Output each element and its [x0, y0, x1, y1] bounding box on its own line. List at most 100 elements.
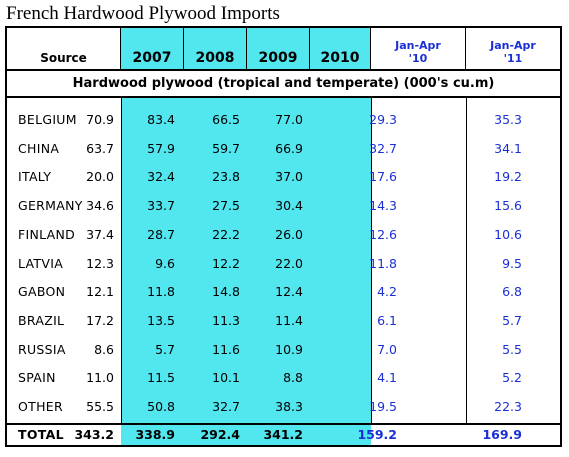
cell-2010: 8.8 [283, 370, 303, 386]
cell-2007: 8.6 [94, 341, 114, 357]
cell-jan-apr-11: 10.6 [494, 226, 522, 242]
cell-2008: 33.7 [147, 198, 175, 214]
table-row: GERMANY 34.6 33.7 27.5 30.4 14.3 15.6 [7, 192, 560, 220]
cell-2007: 12.1 [86, 284, 114, 300]
cell-2009: 12.2 [212, 255, 240, 271]
table-row: RUSSIA 8.6 5.7 11.6 10.9 7.0 5.5 [7, 336, 560, 364]
cell-2010: 26.0 [275, 226, 303, 242]
cell-jan-apr-10: 29.3 [369, 112, 397, 127]
cell-jan-apr-11: 169.9 [482, 427, 522, 442]
column-divider [466, 98, 467, 423]
cell-2007: 63.7 [86, 140, 114, 156]
cell-jan-apr-10: 11.8 [369, 255, 397, 271]
row-source: SPAIN [18, 370, 56, 386]
cell-jan-apr-11: 34.1 [494, 140, 522, 156]
row-source: GABON [18, 284, 66, 300]
cell-2007: 37.4 [86, 226, 114, 242]
cell-jan-apr-10: 6.1 [377, 312, 397, 328]
cell-2008: 32.4 [147, 169, 175, 185]
cell-jan-apr-11: 5.5 [502, 341, 522, 357]
cell-2007: 11.0 [86, 370, 114, 386]
cell-2010: 10.9 [275, 341, 303, 357]
cell-2007: 70.9 [86, 112, 114, 127]
cell-2009: 10.1 [212, 370, 240, 386]
row-source: ITALY [18, 169, 52, 185]
cell-2010: 11.4 [275, 312, 303, 328]
row-source: FINLAND [18, 226, 76, 242]
table-row: BELGIUM 70.9 83.4 66.5 77.0 29.3 35.3 [7, 106, 560, 134]
cell-jan-apr-11: 22.3 [494, 399, 522, 414]
header-2009: 2009 [247, 28, 310, 69]
header-2010: 2010 [310, 28, 371, 69]
cell-2008: 11.5 [147, 370, 175, 386]
cell-jan-apr-10: 19.5 [369, 399, 397, 414]
cell-jan-apr-11: 6.8 [502, 284, 522, 300]
cell-2007: 55.5 [86, 399, 114, 414]
cell-jan-apr-11: 35.3 [494, 112, 522, 127]
cell-2009: 27.5 [212, 198, 240, 214]
row-source: BELGIUM [18, 112, 77, 127]
row-source: GERMANY [18, 198, 83, 214]
table-row: LATVIA 12.3 9.6 12.2 22.0 11.8 9.5 [7, 250, 560, 278]
year-columns-highlight [121, 73, 371, 445]
table-row: BRAZIL 17.2 13.5 11.3 11.4 6.1 5.7 [7, 307, 560, 335]
cell-2010: 38.3 [275, 399, 303, 414]
cell-jan-apr-10: 7.0 [377, 341, 397, 357]
cell-jan-apr-11: 15.6 [494, 198, 522, 214]
cell-jan-apr-10: 17.6 [369, 169, 397, 185]
row-source: OTHER [18, 399, 63, 414]
cell-2008: 57.9 [147, 140, 175, 156]
cell-2009: 22.2 [212, 226, 240, 242]
cell-2009: 59.7 [212, 140, 240, 156]
cell-jan-apr-10: 4.2 [377, 284, 397, 300]
table-row: ITALY 20.0 32.4 23.8 37.0 17.6 19.2 [7, 163, 560, 191]
table-row: SPAIN 11.0 11.5 10.1 8.8 4.1 5.2 [7, 364, 560, 392]
cell-2009: 11.6 [212, 341, 240, 357]
cell-jan-apr-10: 12.6 [369, 226, 397, 242]
table-subheader: Hardwood plywood (tropical and temperate… [7, 69, 560, 98]
cell-2008: 28.7 [147, 226, 175, 242]
cell-2010: 37.0 [275, 169, 303, 185]
cell-jan-apr-10: 4.1 [377, 370, 397, 386]
cell-2010: 341.2 [263, 427, 303, 442]
cell-2010: 12.4 [275, 284, 303, 300]
cell-2008: 83.4 [147, 112, 175, 127]
cell-2010: 77.0 [275, 112, 303, 127]
cell-jan-apr-10: 32.7 [369, 140, 397, 156]
cell-2010: 30.4 [275, 198, 303, 214]
cell-2007: 343.2 [74, 427, 114, 442]
cell-2009: 32.7 [212, 399, 240, 414]
cell-2008: 5.7 [155, 341, 175, 357]
column-divider [371, 98, 372, 423]
table-row: FINLAND 37.4 28.7 22.2 26.0 12.6 10.6 [7, 221, 560, 249]
table-row: CHINA 63.7 57.9 59.7 66.9 32.7 34.1 [7, 135, 560, 163]
cell-2009: 23.8 [212, 169, 240, 185]
cell-2009: 11.3 [212, 312, 240, 328]
row-source: RUSSIA [18, 341, 66, 357]
header-source: Source [7, 28, 121, 69]
cell-jan-apr-11: 19.2 [494, 169, 522, 185]
table-title: French Hardwood Plywood Imports [6, 3, 280, 24]
header-2008: 2008 [184, 28, 247, 69]
cell-jan-apr-11: 5.7 [502, 312, 522, 328]
cell-2007: 20.0 [86, 169, 114, 185]
cell-2007: 12.3 [86, 255, 114, 271]
header-jan-apr-11: Jan-Apr '11 [466, 28, 560, 69]
total-divider [7, 423, 560, 425]
cell-2008: 9.6 [155, 255, 175, 271]
cell-jan-apr-11: 5.2 [502, 370, 522, 386]
cell-2008: 11.8 [147, 284, 175, 300]
cell-2009: 66.5 [212, 112, 240, 127]
cell-2010: 22.0 [275, 255, 303, 271]
cell-2008: 13.5 [147, 312, 175, 328]
table-row: OTHER 55.5 50.8 32.7 38.3 19.5 22.3 [7, 393, 560, 421]
row-source: LATVIA [18, 255, 64, 271]
cell-2007: 17.2 [86, 312, 114, 328]
cell-2009: 292.4 [200, 427, 240, 442]
column-divider [121, 98, 122, 423]
table-row: GABON 12.1 11.8 14.8 12.4 4.2 6.8 [7, 278, 560, 306]
cell-jan-apr-10: 159.2 [357, 427, 397, 442]
header-jan-apr-10: Jan-Apr '10 [371, 28, 466, 69]
cell-2008: 338.9 [135, 427, 175, 442]
row-source: CHINA [18, 140, 60, 156]
